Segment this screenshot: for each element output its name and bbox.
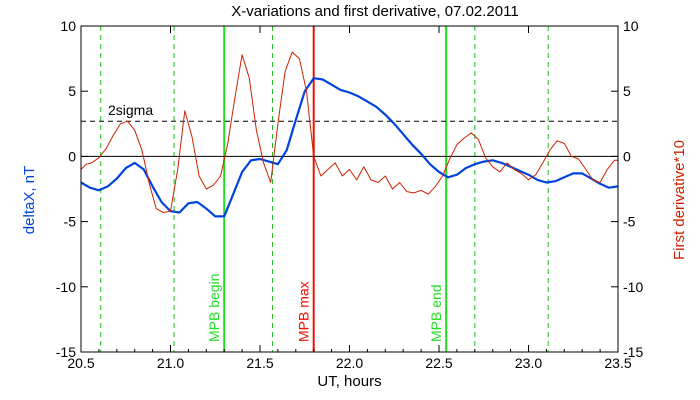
- y2-tick-label: -15: [623, 344, 643, 360]
- x-tick-label: 22.0: [336, 355, 363, 371]
- y-tick-label: 10: [60, 18, 76, 34]
- reference-lines: [81, 120, 618, 157]
- y-tick-label: -5: [64, 214, 77, 230]
- x-axis-label: UT, hours: [317, 373, 381, 390]
- x-tick-label: 20.5: [67, 355, 94, 371]
- y-tick-label: -15: [56, 344, 76, 360]
- series-derivative-line: [80, 51, 618, 213]
- marker-labels: MPB begin MPB max MPB end: [206, 274, 444, 342]
- axis-ticks: 20.5 21.0 21.5 22.0 22.5 23.0 23.5 10 5 0 -5 -10 -15…: [56, 18, 644, 371]
- series-deltax-line: [80, 77, 619, 218]
- y-tick-label: 5: [68, 83, 76, 99]
- marker-label-6: MPB end: [428, 284, 444, 342]
- x-tick-label: 23.5: [604, 355, 631, 371]
- x-tick-label: 21.5: [246, 355, 273, 371]
- y2-tick-label: 5: [623, 83, 631, 99]
- plot-frame: [80, 25, 619, 353]
- chart-title: X-variations and first derivative, 07.02…: [231, 3, 518, 20]
- x-tick-label: 22.5: [425, 355, 452, 371]
- series-group: [80, 51, 619, 218]
- y2-tick-label: -10: [623, 279, 643, 295]
- y-tick-label: -10: [56, 279, 76, 295]
- y2-tick-label: 0: [623, 148, 631, 164]
- x-tick-label: 23.0: [515, 355, 542, 371]
- marker-label-5: MPB max: [296, 281, 312, 342]
- x-tick-label: 21.0: [157, 355, 184, 371]
- y-axis-label-left: deltaX, nT: [21, 166, 38, 234]
- y2-tick-label: -5: [623, 214, 636, 230]
- y2-tick-label: 10: [623, 18, 639, 34]
- vertical-markers: [100, 26, 549, 352]
- threshold-label: 2sigma: [108, 102, 153, 118]
- y-tick-label: 0: [68, 148, 76, 164]
- y-axis-label-right: First derivative*10: [671, 140, 688, 260]
- marker-label-3: MPB begin: [206, 274, 222, 342]
